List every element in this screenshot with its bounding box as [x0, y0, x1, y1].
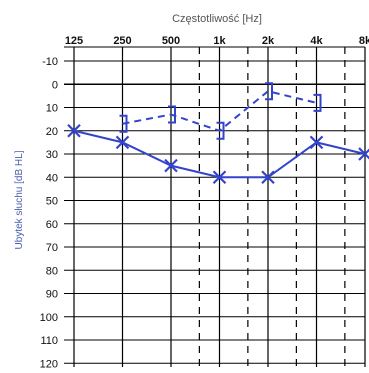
chart-title: Częstotliwość [Hz]	[172, 13, 262, 25]
x-marker	[115, 135, 130, 150]
y-tick-label: 0	[52, 79, 58, 91]
bracket-marker	[313, 93, 322, 112]
y-tick-label: 10	[46, 103, 58, 115]
x-marker-stroke	[358, 148, 369, 161]
x-marker	[309, 135, 324, 150]
y-tick-label: 80	[46, 265, 58, 277]
x-marker	[358, 147, 369, 161]
y-tick-label: 20	[46, 126, 58, 138]
x-tick-label: 8k	[359, 35, 369, 47]
bracket-marker	[168, 105, 176, 124]
x-marker-stroke	[67, 123, 81, 138]
x-tick-label: 250	[113, 35, 131, 47]
y-axis-label: Ubytek słuchu [dB HL]	[14, 150, 25, 249]
tick-labels: -10 0 10 20 30 40 50 60 70 80 90 100 110 120 125 250 500…	[40, 35, 369, 370]
x-marker	[67, 123, 81, 138]
y-tick-label: 70	[46, 242, 58, 254]
grid	[64, 46, 366, 367]
y-tick-label: 110	[40, 335, 58, 347]
y-tick-label: 30	[46, 149, 58, 161]
x-marker	[212, 170, 227, 185]
x-marker	[164, 158, 178, 173]
bracket-marker	[119, 114, 128, 133]
x-tick-label: 1k	[213, 35, 226, 47]
bracket-marker	[216, 121, 225, 140]
x-marker	[261, 170, 275, 185]
y-tick-label: -10	[42, 56, 58, 68]
y-tick-label: 120	[40, 358, 58, 370]
y-tick-label: 90	[46, 289, 58, 301]
x-marker-stroke	[212, 170, 227, 185]
x-tick-label: 4k	[310, 35, 323, 47]
x-tick-label: 2k	[262, 35, 275, 47]
series-layer	[67, 82, 369, 185]
y-tick-label: 100	[40, 312, 58, 324]
x-tick-label: 500	[162, 35, 180, 47]
y-tick-label: 50	[46, 196, 58, 208]
bracket-marker	[265, 82, 273, 101]
y-tick-label: 40	[46, 172, 58, 184]
dashed-series-line	[122, 90, 317, 132]
x-marker-stroke	[164, 158, 178, 173]
y-tick-label: 60	[46, 219, 58, 231]
x-marker-stroke	[261, 170, 275, 185]
x-marker-stroke	[115, 135, 130, 150]
x-tick-label: 125	[65, 35, 83, 47]
x-marker-stroke	[309, 135, 324, 150]
